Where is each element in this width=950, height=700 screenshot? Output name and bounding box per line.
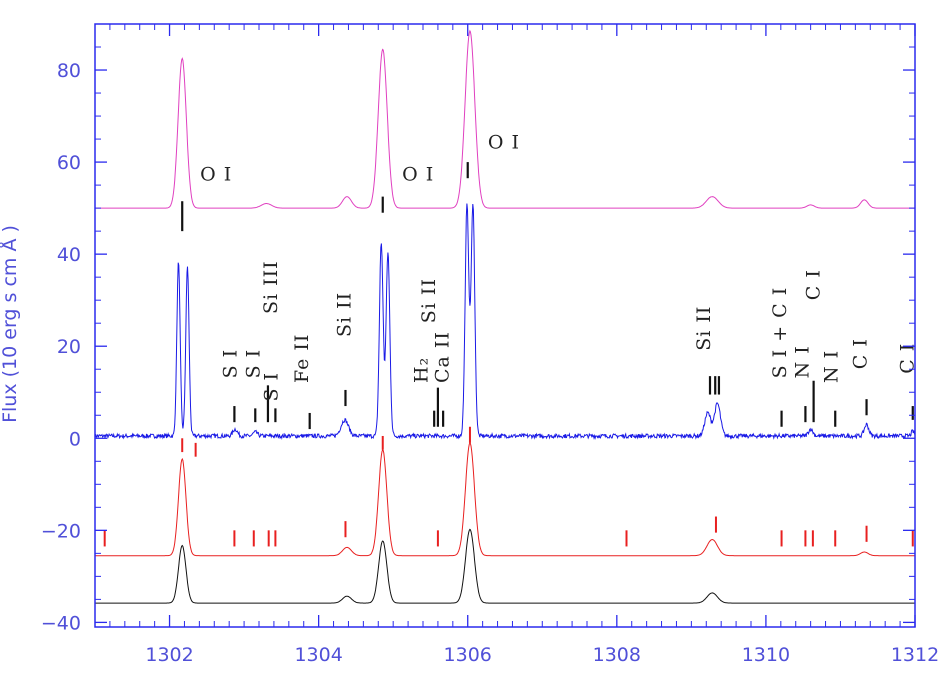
y-tick-label-2: 0 bbox=[69, 428, 81, 450]
tick-layer bbox=[94, 23, 916, 627]
line-label-3: S I bbox=[220, 349, 242, 379]
x-tick-label-1: 1304 bbox=[294, 644, 342, 666]
line-label-2: O I bbox=[488, 131, 520, 153]
line-label-6: Si III bbox=[260, 260, 282, 314]
line-label-11: Ca II bbox=[431, 331, 453, 383]
line-label-5: S I bbox=[261, 372, 283, 402]
line-label-16: N I bbox=[821, 350, 843, 383]
line-label-8: Si II bbox=[334, 292, 356, 337]
line-label-18: C I bbox=[897, 343, 919, 374]
marker-layer bbox=[103, 162, 914, 547]
series-line-1 bbox=[94, 203, 916, 440]
line-label-4: S I bbox=[243, 349, 265, 379]
line-label-17: C I bbox=[850, 338, 872, 369]
series-line-3 bbox=[95, 528, 915, 604]
y-axis-label: Flux (10 erg s cm Å ) bbox=[0, 225, 21, 423]
y-tick-label-3: 20 bbox=[57, 336, 81, 358]
y-tick-label-6: 80 bbox=[57, 60, 81, 82]
line-label-7: Fe II bbox=[291, 334, 313, 383]
line-label-13: S I + C I bbox=[769, 287, 791, 379]
plot-frame bbox=[94, 23, 916, 628]
x-tick-label-5: 1312 bbox=[891, 644, 939, 666]
y-tick-label-0: −40 bbox=[41, 612, 81, 634]
line-label-1: O I bbox=[402, 164, 434, 186]
x-tick-label-0: 1302 bbox=[145, 644, 193, 666]
line-label-10: Si II bbox=[418, 278, 440, 323]
line-label-0: O I bbox=[200, 164, 232, 186]
x-tick-label-3: 1308 bbox=[593, 644, 641, 666]
series-line-2 bbox=[95, 441, 915, 557]
line-label-14: N I bbox=[791, 345, 813, 378]
y-tick-label-4: 40 bbox=[57, 244, 81, 266]
line-label-9: H₂ bbox=[411, 357, 433, 383]
tick-label-layer: 1302 1304 1306 1308 1310 1312 −40 −20 0 20 40 60 80 bbox=[41, 60, 939, 666]
line-label-15: C I bbox=[803, 269, 825, 300]
x-tick-label-4: 1310 bbox=[742, 644, 790, 666]
series-layer bbox=[94, 29, 916, 604]
x-tick-label-2: 1306 bbox=[444, 644, 492, 666]
line-label-12: Si II bbox=[693, 306, 715, 351]
y-tick-label-1: −20 bbox=[41, 520, 81, 542]
series-line-0 bbox=[95, 29, 915, 209]
y-tick-label-5: 60 bbox=[57, 152, 81, 174]
